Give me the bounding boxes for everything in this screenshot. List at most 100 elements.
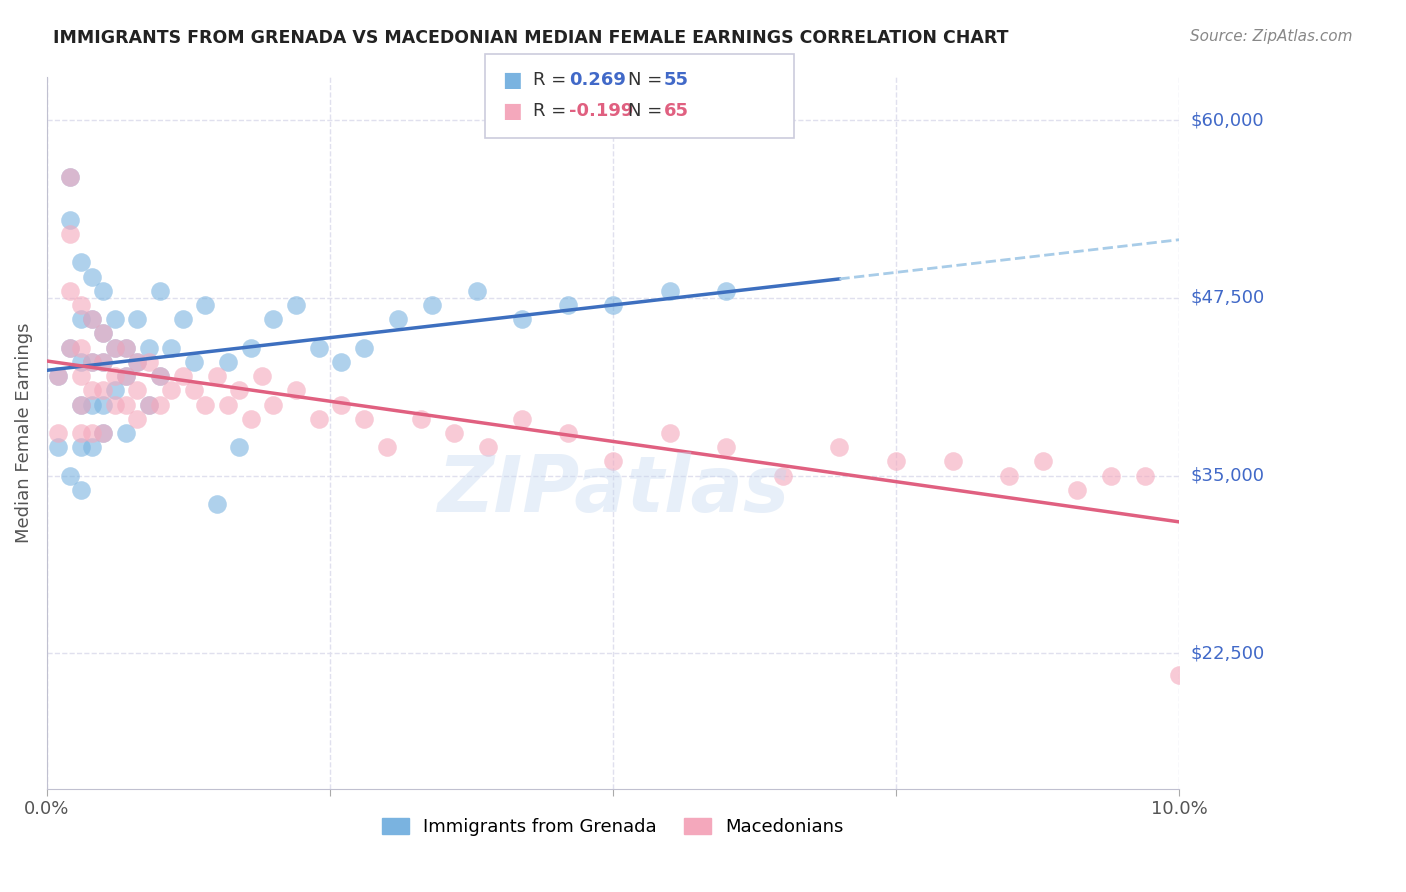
Point — [353, 341, 375, 355]
Point — [308, 341, 330, 355]
Point — [104, 312, 127, 326]
Point — [942, 454, 965, 468]
Text: 0.269: 0.269 — [569, 71, 626, 89]
Point — [828, 440, 851, 454]
Point — [998, 468, 1021, 483]
Point — [104, 398, 127, 412]
Point — [239, 341, 262, 355]
Point — [104, 369, 127, 384]
Point — [70, 398, 93, 412]
Point — [70, 440, 93, 454]
Point — [127, 411, 149, 425]
Point — [160, 384, 183, 398]
Point — [330, 355, 353, 369]
Point — [602, 298, 624, 312]
Text: -0.199: -0.199 — [569, 103, 634, 120]
Point — [228, 440, 250, 454]
Point — [115, 369, 138, 384]
Point — [93, 284, 115, 298]
Point — [138, 398, 160, 412]
Legend: Immigrants from Grenada, Macedonians: Immigrants from Grenada, Macedonians — [375, 811, 851, 844]
Point — [82, 312, 104, 326]
Point — [58, 227, 80, 241]
Point — [353, 411, 375, 425]
Point — [465, 284, 488, 298]
Point — [172, 369, 194, 384]
Point — [46, 369, 69, 384]
Point — [127, 384, 149, 398]
Point — [82, 425, 104, 440]
Point — [93, 425, 115, 440]
Point — [772, 468, 794, 483]
Point — [93, 326, 115, 341]
Point — [115, 398, 138, 412]
Point — [46, 440, 69, 454]
Point — [205, 497, 228, 511]
Point — [1066, 483, 1088, 497]
Text: $47,500: $47,500 — [1191, 289, 1264, 307]
Point — [330, 398, 353, 412]
Point — [285, 384, 308, 398]
Point — [1133, 468, 1156, 483]
Point — [194, 398, 217, 412]
Point — [262, 398, 284, 412]
Text: IMMIGRANTS FROM GRENADA VS MACEDONIAN MEDIAN FEMALE EARNINGS CORRELATION CHART: IMMIGRANTS FROM GRENADA VS MACEDONIAN ME… — [53, 29, 1010, 47]
Point — [70, 255, 93, 269]
Point — [82, 384, 104, 398]
Point — [205, 369, 228, 384]
Point — [183, 355, 205, 369]
Point — [127, 355, 149, 369]
Point — [217, 355, 239, 369]
Text: R =: R = — [533, 103, 572, 120]
Point — [82, 355, 104, 369]
Point — [46, 425, 69, 440]
Text: ■: ■ — [502, 102, 522, 121]
Point — [420, 298, 443, 312]
Point — [70, 369, 93, 384]
Point — [138, 341, 160, 355]
Point — [557, 298, 579, 312]
Point — [82, 355, 104, 369]
Point — [115, 425, 138, 440]
Point — [70, 398, 93, 412]
Point — [183, 384, 205, 398]
Point — [93, 425, 115, 440]
Point — [93, 355, 115, 369]
Point — [138, 355, 160, 369]
Point — [58, 341, 80, 355]
Point — [70, 483, 93, 497]
Text: ZIPatlas: ZIPatlas — [437, 452, 789, 528]
Point — [387, 312, 409, 326]
Text: 65: 65 — [664, 103, 689, 120]
Point — [658, 425, 681, 440]
Point — [443, 425, 465, 440]
Point — [58, 341, 80, 355]
Point — [82, 312, 104, 326]
Point — [115, 341, 138, 355]
Point — [285, 298, 308, 312]
Point — [70, 425, 93, 440]
Point — [149, 284, 172, 298]
Text: $60,000: $60,000 — [1191, 112, 1264, 129]
Point — [82, 440, 104, 454]
Point — [239, 411, 262, 425]
Text: $22,500: $22,500 — [1191, 644, 1264, 663]
Point — [1099, 468, 1122, 483]
Text: R =: R = — [533, 71, 572, 89]
Point — [127, 355, 149, 369]
Point — [228, 384, 250, 398]
Point — [172, 312, 194, 326]
Point — [58, 169, 80, 184]
Point — [375, 440, 398, 454]
Point — [70, 355, 93, 369]
Point — [716, 440, 738, 454]
Point — [115, 341, 138, 355]
Point — [512, 411, 534, 425]
Point — [557, 425, 579, 440]
Text: Source: ZipAtlas.com: Source: ZipAtlas.com — [1189, 29, 1353, 45]
Point — [308, 411, 330, 425]
Point — [104, 384, 127, 398]
Point — [46, 369, 69, 384]
Point — [82, 398, 104, 412]
Text: 55: 55 — [664, 71, 689, 89]
